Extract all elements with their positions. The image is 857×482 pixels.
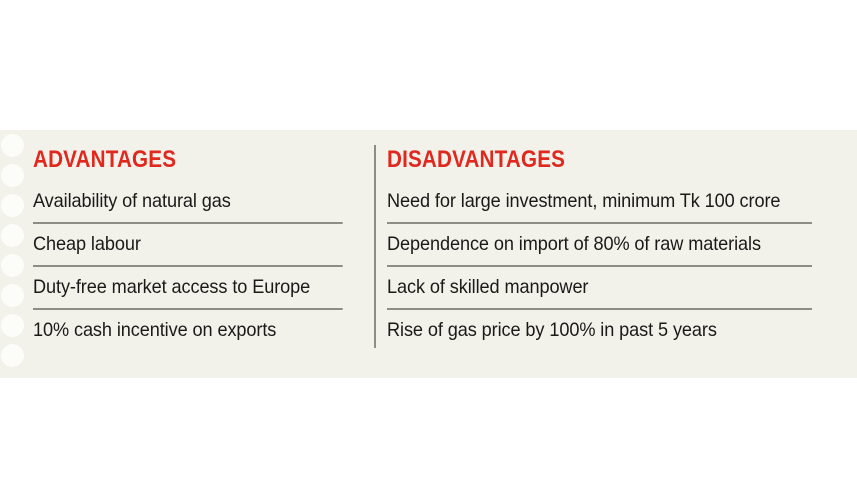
punch-hole-strip bbox=[0, 130, 30, 378]
table-row: Availability of natural gas bbox=[33, 190, 231, 212]
punch-hole-icon bbox=[1, 194, 24, 217]
table-row: Cheap labour bbox=[33, 222, 343, 265]
table-row: Dependence on import of 80% of raw mater… bbox=[387, 222, 813, 265]
table-row: Need for large investment, minimum Tk 10… bbox=[387, 190, 781, 212]
punch-hole-icon bbox=[1, 224, 24, 247]
table-row: Rise of gas price by 100% in past 5 year… bbox=[387, 308, 813, 351]
disadvantages-column: DISADVANTAGES Need for large investment,… bbox=[366, 143, 844, 351]
disadvantages-header: DISADVANTAGES bbox=[387, 146, 566, 173]
punch-hole-icon bbox=[1, 314, 24, 337]
table-row: Duty-free market access to Europe bbox=[33, 265, 343, 308]
comparison-table: ADVANTAGES Availability of natural gas C… bbox=[33, 143, 857, 351]
table-row: 10% cash incentive on exports bbox=[33, 308, 343, 351]
punch-hole-icon bbox=[1, 284, 24, 307]
advantages-column: ADVANTAGES Availability of natural gas C… bbox=[33, 143, 366, 351]
punch-hole-icon bbox=[1, 344, 24, 367]
info-panel: ADVANTAGES Availability of natural gas C… bbox=[0, 130, 857, 378]
punch-hole-icon bbox=[1, 164, 24, 187]
column-divider bbox=[374, 145, 376, 348]
punch-hole-icon bbox=[1, 134, 24, 157]
advantages-header: ADVANTAGES bbox=[33, 146, 177, 173]
table-row: Lack of skilled manpower bbox=[387, 265, 813, 308]
punch-hole-icon bbox=[1, 254, 24, 277]
